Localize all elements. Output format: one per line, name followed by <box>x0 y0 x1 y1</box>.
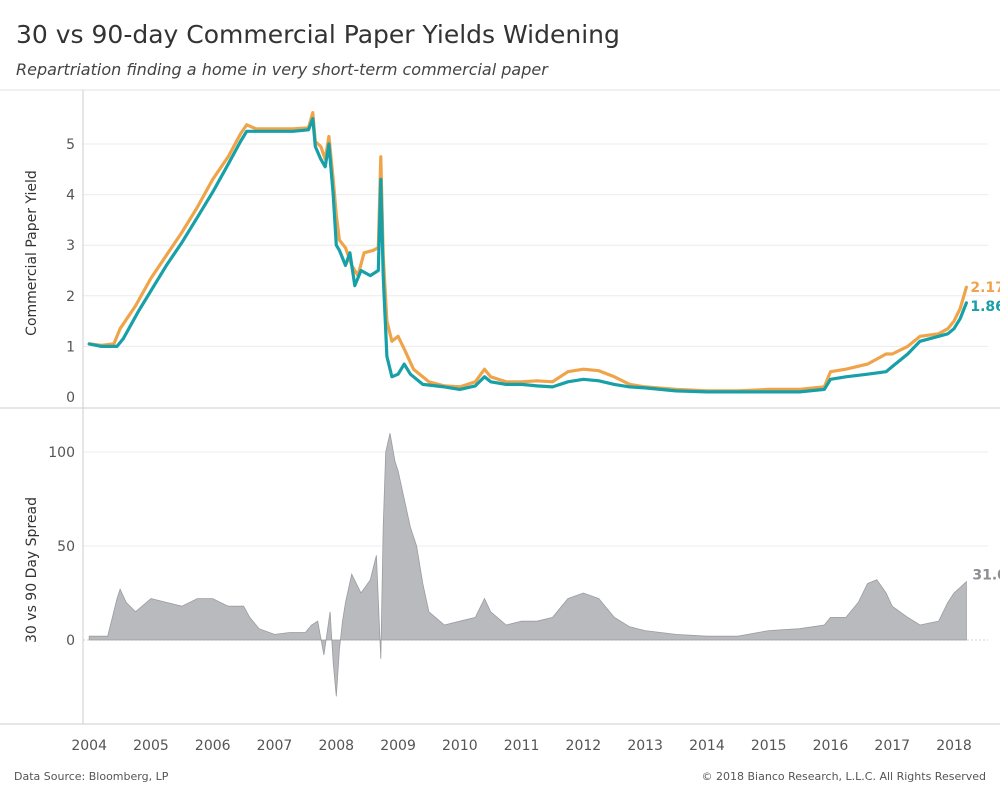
x-tick-label: 2012 <box>566 738 602 754</box>
cp30-line <box>87 111 968 393</box>
spread-end-label: 31.0 <box>972 568 1000 584</box>
data-source-note: Data Source: Bloomberg, LP <box>14 770 169 783</box>
top-panel-gridlines <box>83 143 988 347</box>
yield-lines-layer <box>87 111 968 394</box>
x-tick-label: 2007 <box>257 738 293 754</box>
chart-title: 30 vs 90-day Commercial Paper Yields Wid… <box>16 20 620 49</box>
top-y-tick-label: 5 <box>66 137 75 153</box>
top-y-tick-label: 4 <box>66 188 75 204</box>
bottom-y-tick-label: 50 <box>57 539 75 555</box>
x-tick-label: 2017 <box>874 738 910 754</box>
bottom-y-tick-label: 0 <box>66 633 75 649</box>
bottom-y-tick-label: 100 <box>48 445 75 461</box>
x-tick-label: 2004 <box>71 738 107 754</box>
cp90-line <box>87 117 968 394</box>
top-y-tick-label: 0 <box>66 390 75 406</box>
top-y-tick-label: 2 <box>66 289 75 305</box>
x-tick-label: 2016 <box>813 738 849 754</box>
copyright-note: © 2018 Bianco Research, L.L.C. All Right… <box>701 770 986 783</box>
cp30-end-label: 2.17 <box>970 280 1000 296</box>
x-tick-label: 2005 <box>133 738 169 754</box>
top-y-tick-label: 3 <box>66 238 75 254</box>
x-tick-label: 2011 <box>504 738 540 754</box>
top-y-tick-label: 1 <box>66 339 75 355</box>
x-tick-label: 2006 <box>195 738 231 754</box>
top-y-axis-label: Commercial Paper Yield <box>24 170 40 336</box>
x-tick-label: 2008 <box>318 738 354 754</box>
spread-area <box>88 433 967 697</box>
x-tick-label: 2010 <box>442 738 478 754</box>
cp90-end-label: 1.86 <box>970 299 1000 315</box>
x-tick-label: 2018 <box>936 738 972 754</box>
chart-subtitle: Repartriation finding a home in very sho… <box>16 60 548 79</box>
bottom-y-axis-label: 30 vs 90 Day Spread <box>24 497 40 643</box>
x-tick-label: 2009 <box>380 738 416 754</box>
panel-frame <box>0 89 1000 725</box>
spread-area-layer <box>88 433 967 697</box>
x-tick-label: 2013 <box>627 738 663 754</box>
x-tick-label: 2014 <box>689 738 725 754</box>
x-tick-label: 2015 <box>751 738 787 754</box>
